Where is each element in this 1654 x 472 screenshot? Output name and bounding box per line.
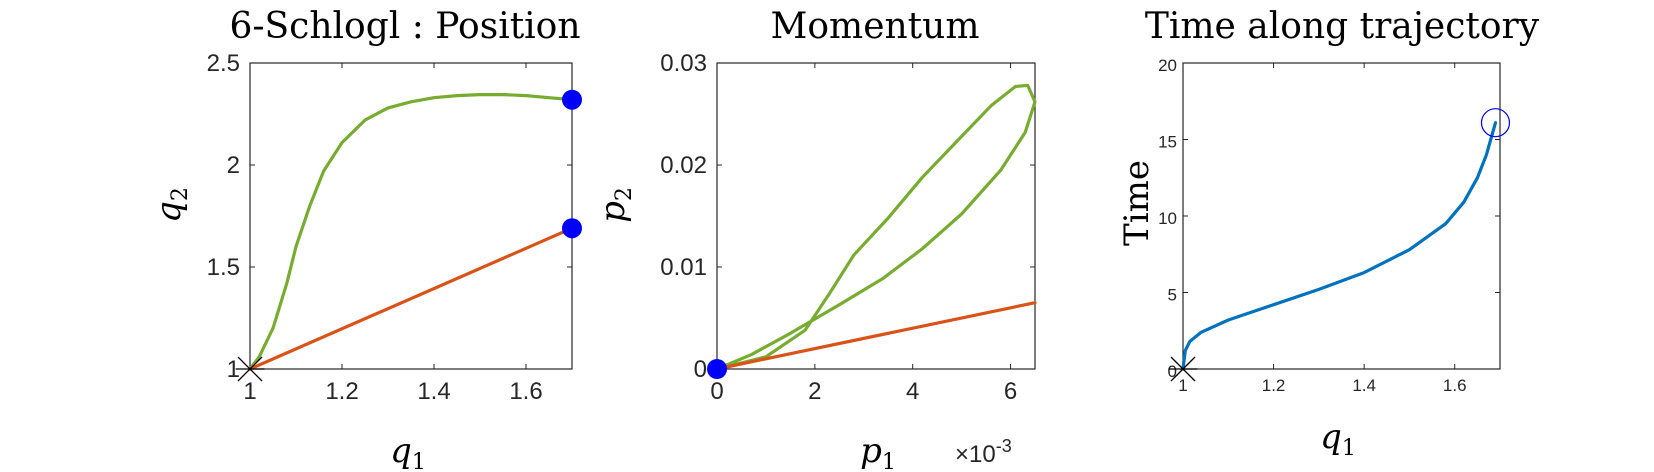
xlabel-time-sub: 1 <box>1342 436 1356 461</box>
series-line-1-0 <box>715 83 1037 371</box>
xlabel-time-base: q <box>1320 417 1342 457</box>
x-tick-label: 1 <box>1178 376 1187 395</box>
x-tick-label: 1.2 <box>325 378 358 405</box>
x-tick-label: 2 <box>808 378 821 405</box>
y-tick-label: 0 <box>694 356 707 383</box>
y-tick-label: 0 <box>1168 362 1177 381</box>
x-tick-label: 4 <box>906 378 919 405</box>
title-momentum: Momentum <box>771 6 980 47</box>
ylabel-momentum-base: p <box>593 201 633 223</box>
ylabel-position: q2 <box>149 187 193 223</box>
x-tick-label: 6 <box>1004 378 1017 405</box>
x-tick-label: 1.6 <box>509 378 542 405</box>
ylabel-time: Time <box>1117 160 1157 246</box>
series-line-0-1 <box>248 226 574 371</box>
marker-filled-circle <box>707 359 727 379</box>
x-tick-label: 1.6 <box>1443 376 1467 395</box>
ylabel-position-sub: 2 <box>168 187 193 201</box>
series-line-0-0 <box>248 93 574 371</box>
xlabel-momentum: p1 <box>860 431 896 472</box>
marker-open-circle <box>1480 108 1511 138</box>
marker-filled-circle <box>562 218 582 239</box>
marker-filled-circle <box>562 89 582 110</box>
y-tick-label: 5 <box>1168 286 1177 305</box>
x-exponent-momentum-base: ×10 <box>955 441 996 468</box>
y-tick-label: 2 <box>227 152 240 179</box>
y-tick-label: 0.02 <box>660 152 707 179</box>
ylabel-momentum: p2 <box>593 187 637 223</box>
y-tick-label: 0.03 <box>660 50 707 77</box>
xlabel-position: q1 <box>390 431 426 472</box>
x-tick-label: 1.4 <box>417 378 450 405</box>
title-time: Time along trajectory <box>1145 6 1540 47</box>
y-tick-label: 0.01 <box>660 254 707 281</box>
xlabel-time: q1 <box>1320 417 1356 461</box>
y-tick-label: 15 <box>1158 133 1177 152</box>
xlabel-momentum-sub: 1 <box>882 450 896 472</box>
xlabel-position-base: q <box>390 431 412 471</box>
x-exponent-momentum-power: -3 <box>996 436 1012 456</box>
axes-frame-0 <box>249 62 573 370</box>
x-tick-label: 1 <box>243 378 256 405</box>
x-tick-label: 1.2 <box>1262 376 1286 395</box>
title-position: 6-Schlogl : Position <box>229 6 580 47</box>
plot-layer: 1 1.2 1.4 1.6 1 1.5 2 2.5 0 2 4 6 0 0.01 0.02 0.03 1 1.2 1… <box>207 50 1511 405</box>
series-line-1-1 <box>715 301 1037 371</box>
axes-frame-1 <box>716 62 1036 370</box>
xlabel-momentum-base: p <box>860 431 882 471</box>
x-exponent-momentum: ×10-3 <box>955 436 1012 468</box>
y-tick-label: 20 <box>1158 56 1177 75</box>
ylabel-momentum-sub: 2 <box>612 187 637 201</box>
x-tick-label: 0 <box>710 378 723 405</box>
ylabel-position-base: q <box>149 201 189 223</box>
series-line-2-0 <box>1181 121 1498 371</box>
x-tick-label: 1.4 <box>1352 376 1376 395</box>
y-tick-label: 1.5 <box>207 254 240 281</box>
y-tick-label: 10 <box>1158 209 1177 228</box>
y-tick-label: 2.5 <box>207 50 240 77</box>
xlabel-position-sub: 1 <box>412 450 426 472</box>
y-tick-label: 1 <box>227 356 240 383</box>
